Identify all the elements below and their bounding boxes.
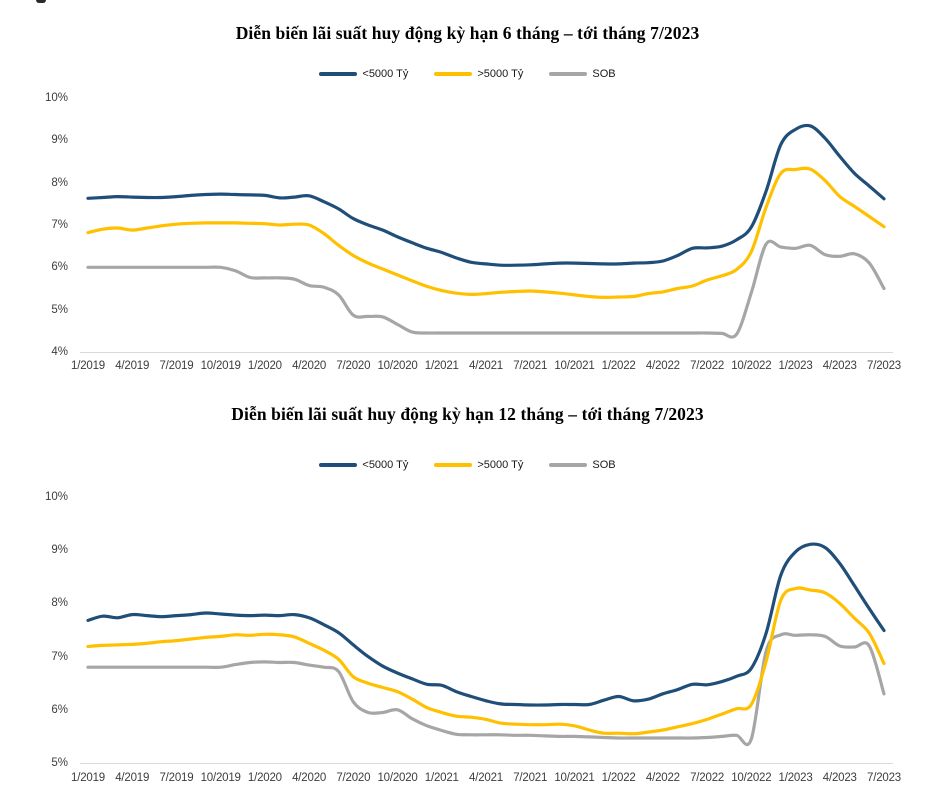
x-axis-tick-label: 7/2022	[690, 360, 725, 372]
legend-label: >5000 Tỷ	[477, 459, 524, 471]
x-axis-tick-label: 10/2019	[200, 772, 241, 784]
x-axis-tick-label: 7/2023	[867, 360, 901, 372]
x-axis-tick-label: 4/2022	[645, 772, 680, 784]
legend-item-lt5000: <5000 Tỷ	[319, 68, 408, 80]
x-axis-tick-label: 1/2020	[247, 360, 282, 372]
series-line-sob	[86, 239, 886, 339]
y-axis-tick-label: 8%	[51, 176, 68, 189]
x-axis-tick-label: 4/2023	[822, 772, 857, 784]
x-axis-tick-label: 10/2021	[554, 772, 595, 784]
x-axis-tick-label: 1/2020	[247, 772, 282, 784]
x-axis-tick-label: 4/2019	[115, 360, 150, 372]
legend-item-lt5000: <5000 Tỷ	[319, 459, 408, 471]
x-axis-tick-label: 1/2022	[601, 360, 636, 372]
x-axis-tick-label: 10/2020	[377, 360, 418, 372]
series-line-lt5000	[86, 542, 886, 707]
x-axis-tick-label: 1/2022	[601, 772, 636, 784]
legend-label: <5000 Tỷ	[362, 68, 409, 80]
y-axis-tick-label: 9%	[51, 544, 68, 557]
y-axis-tick-label: 5%	[51, 757, 68, 769]
legend-line-swatch-gt5000	[434, 72, 473, 76]
y-axis-tick-label: 6%	[51, 703, 68, 716]
chart-title-12m: Diễn biến lãi suất huy động kỳ hạn 12 th…	[231, 404, 704, 424]
y-axis-tick-label: 8%	[51, 597, 68, 610]
x-axis-tick-label: 4/2023	[822, 360, 857, 372]
x-axis-tick-label: 4/2021	[469, 360, 503, 372]
y-axis-tick-label: 6%	[51, 261, 68, 274]
x-axis-tick-label: 1/2023	[778, 360, 813, 372]
legend-label: SOB	[592, 68, 616, 80]
series-line-sob	[86, 632, 886, 747]
series-line-gt5000	[86, 586, 886, 736]
legend-item-gt5000: >5000 Tỷ	[434, 68, 523, 80]
y-axis-tick-label: 9%	[51, 134, 68, 147]
legend-6m: <5000 Tỷ >5000 Tỷ SOB	[0, 66, 935, 82]
legend-label: >5000 Tỷ	[477, 68, 524, 80]
x-axis-tick-label: 1/2021	[424, 772, 459, 784]
x-axis-tick-label: 4/2022	[645, 360, 680, 372]
x-axis-tick-label: 7/2023	[867, 772, 901, 784]
legend-12m: <5000 Tỷ >5000 Tỷ SOB	[0, 457, 935, 473]
y-axis-tick-label: 10%	[44, 491, 68, 503]
x-axis-tick-label: 10/2019	[200, 360, 241, 372]
x-axis-tick-label: 10/2022	[731, 772, 772, 784]
x-axis-tick-label: 1/2019	[71, 360, 105, 372]
x-axis-tick-label: 1/2023	[778, 772, 813, 784]
legend-line-swatch-lt5000	[319, 72, 358, 76]
x-axis-tick-label: 7/2020	[336, 360, 371, 372]
chart-title-6m: Diễn biến lãi suất huy động kỳ hạn 6 thá…	[235, 23, 700, 43]
x-axis-tick-label: 4/2021	[469, 772, 503, 784]
legend-line-swatch-sob	[549, 463, 588, 467]
y-axis-tick-label: 7%	[51, 219, 68, 231]
x-axis-tick-label: 10/2022	[731, 360, 772, 372]
series-line-lt5000	[86, 123, 886, 267]
legend-line-swatch-gt5000	[434, 463, 473, 467]
y-axis-tick-label: 5%	[51, 303, 68, 316]
x-axis-tick-label: 7/2019	[159, 360, 194, 372]
x-axis-tick-label: 10/2021	[554, 360, 595, 372]
x-axis-tick-label: 7/2020	[336, 772, 371, 784]
legend-item-gt5000: >5000 Tỷ	[434, 459, 523, 471]
x-axis-tick-label: 4/2019	[115, 772, 150, 784]
legend-item-sob: SOB	[549, 68, 616, 80]
legend-line-swatch-sob	[549, 72, 588, 76]
x-axis-tick-label: 4/2020	[292, 772, 327, 784]
x-axis-tick-label: 7/2021	[513, 772, 548, 784]
legend-label: <5000 Tỷ	[362, 459, 409, 471]
x-axis-tick-label: 7/2019	[159, 772, 194, 784]
x-axis-tick-label: 1/2021	[424, 360, 459, 372]
legend-label: SOB	[592, 459, 616, 471]
series-line-gt5000	[86, 166, 886, 300]
x-axis-tick-label: 1/2019	[71, 772, 105, 784]
y-axis-tick-label: 7%	[51, 650, 68, 663]
y-axis-tick-label: 10%	[44, 92, 68, 104]
x-axis-tick-label: 10/2020	[377, 772, 418, 784]
legend-item-sob: SOB	[549, 459, 616, 471]
y-axis-tick-label: 4%	[51, 346, 68, 358]
x-axis-tick-label: 4/2020	[292, 360, 327, 372]
legend-line-swatch-lt5000	[319, 463, 358, 467]
x-axis-tick-label: 7/2022	[690, 772, 725, 784]
x-axis-tick-label: 7/2021	[513, 360, 548, 372]
cropped-text-artifact	[36, 0, 46, 3]
